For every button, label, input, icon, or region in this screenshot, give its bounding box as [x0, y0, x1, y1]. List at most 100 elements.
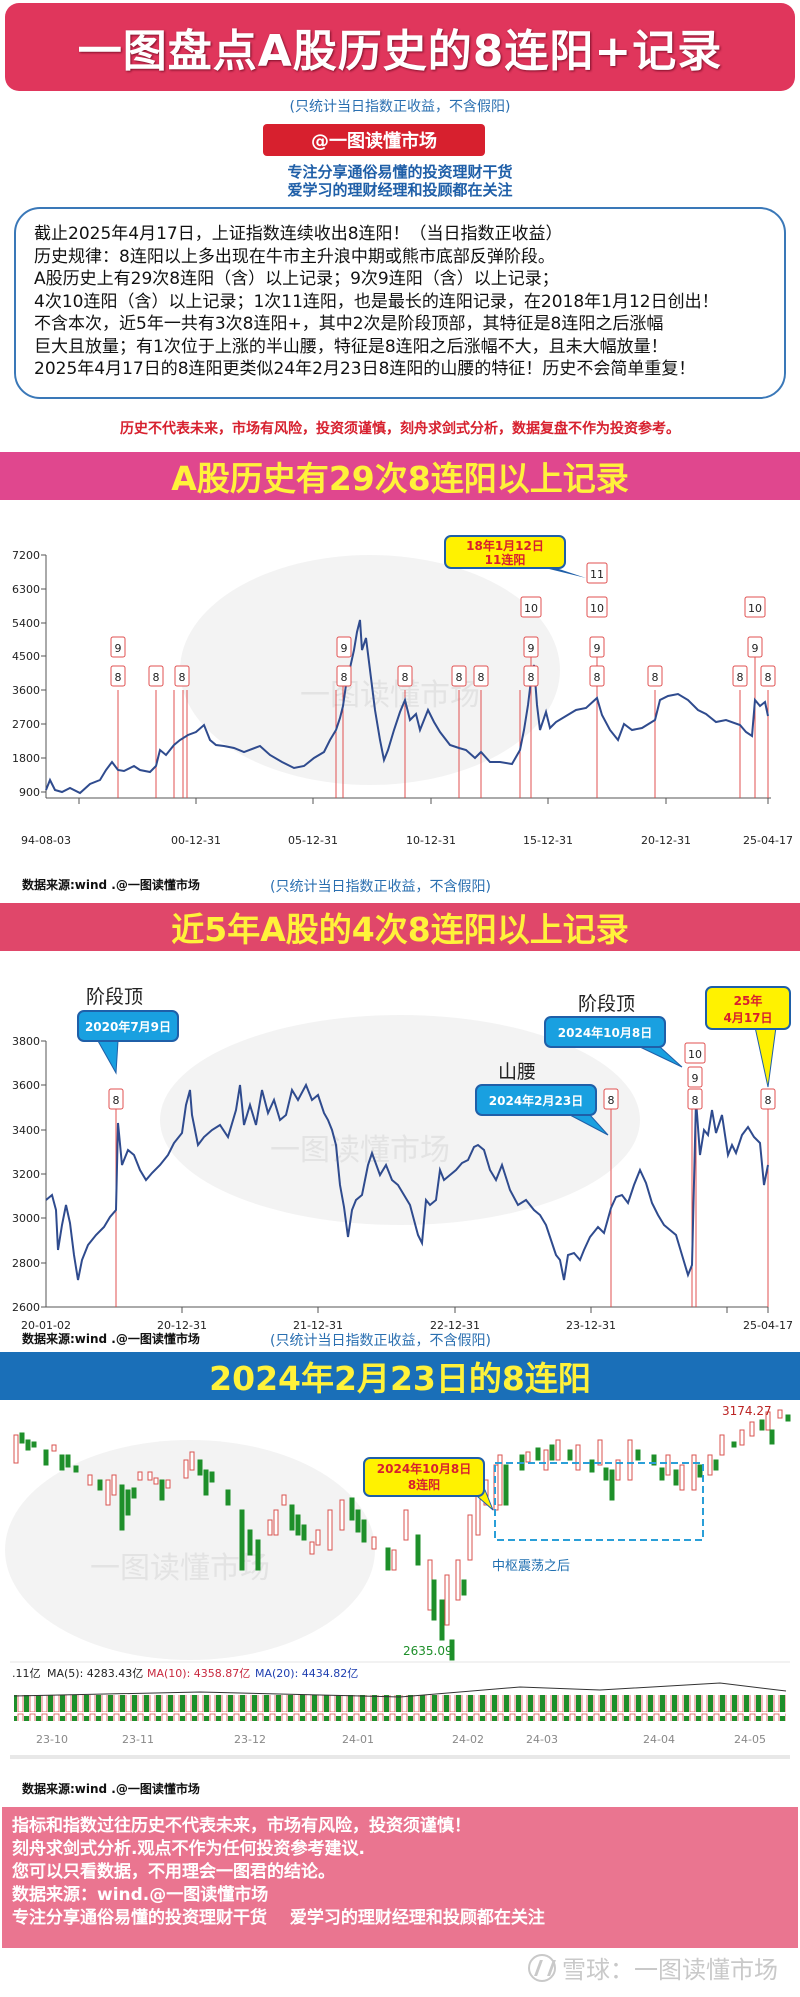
svg-text:20-12-31: 20-12-31 — [641, 834, 691, 847]
summary-line: 截止2025年4月17日，上证指数连续收出8连阳！（当日指数正收益） — [34, 224, 563, 244]
volume-ma20: MA(20): 4434.82亿 — [255, 1667, 358, 1680]
watermark: 一图读懂市场 — [300, 678, 480, 713]
svg-text:2024年10月8日: 2024年10月8日 — [558, 1025, 652, 1040]
svg-text:3600: 3600 — [12, 684, 40, 697]
svg-text:7200: 7200 — [12, 549, 40, 562]
svg-text:1800: 1800 — [12, 752, 40, 765]
section2-banner: 近5年A股的4次8连阳以上记录 — [0, 903, 800, 951]
low-label: 2635.09 — [403, 1644, 453, 1658]
volume-ma10: MA(10): 4358.87亿 — [147, 1667, 250, 1680]
svg-text:15-12-31: 15-12-31 — [523, 834, 573, 847]
volume-prefix: .11亿 — [12, 1667, 41, 1680]
svg-text:2024年2月23日: 2024年2月23日 — [489, 1093, 583, 1108]
svg-text:22-12-31: 22-12-31 — [430, 1319, 480, 1332]
svg-text:11: 11 — [590, 568, 604, 581]
footer-line: 数据来源：wind.@一图读懂市场 — [12, 1885, 269, 1905]
svg-text:5400: 5400 — [12, 617, 40, 630]
svg-text:9: 9 — [341, 642, 348, 655]
svg-text:9: 9 — [528, 642, 535, 655]
risk-disclaimer: 历史不代表未来，市场有风险，投资须谨慎，刻舟求剑式分析，数据复盘不作为投资参考。 — [120, 421, 680, 437]
svg-text:8: 8 — [765, 671, 772, 684]
svg-text:24-02: 24-02 — [452, 1733, 484, 1746]
svg-text:24-01: 24-01 — [342, 1733, 374, 1746]
svg-text:3200: 3200 — [12, 1168, 40, 1181]
callout-2024-10-08 — [544, 1016, 666, 1048]
svg-text:4月17日: 4月17日 — [723, 1011, 772, 1025]
consolidation-label: 中枢震荡之后 — [492, 1559, 570, 1574]
svg-text:24-03: 24-03 — [526, 1733, 558, 1746]
svg-text:10: 10 — [524, 602, 538, 615]
section2-note: (只统计当日指数正收益，不含假阳) — [270, 1333, 491, 1349]
svg-text:9: 9 — [752, 642, 759, 655]
svg-text:24-04: 24-04 — [643, 1733, 675, 1746]
brand-badge[interactable]: @一图读懂市场 — [263, 124, 485, 156]
watermark: 一图读懂市场 — [270, 1133, 450, 1168]
history-line-chart: 一图读懂市场 7200 6300 5400 4500 3600 2700 180… — [12, 535, 793, 847]
label-stage-top-1: 阶段顶 — [86, 986, 143, 1008]
candles — [13, 1409, 791, 1661]
xueqiu-watermark: 雪球：一图读懂市场 — [528, 1950, 778, 1985]
svg-text:8: 8 — [456, 671, 463, 684]
svg-text:8: 8 — [608, 1094, 615, 1107]
record-callout — [444, 535, 566, 569]
section1-note: (只统计当日指数正收益，不含假阳) — [270, 879, 491, 895]
svg-text:94-08-03: 94-08-03 — [21, 834, 71, 847]
svg-text:05-12-31: 05-12-31 — [288, 834, 338, 847]
record-callout-line1: 18年1月12日 — [466, 538, 544, 553]
label-mid-slope: 山腰 — [498, 1061, 536, 1083]
svg-text:8连阳: 8连阳 — [408, 1477, 440, 1492]
callout-2025-04-17 — [705, 986, 791, 1030]
svg-text:8: 8 — [402, 671, 409, 684]
svg-text:8: 8 — [153, 671, 160, 684]
summary-line: 2025年4月17日的8连阳更类似24年2月23日8连阳的山腰的特征！历史不会简… — [34, 359, 696, 379]
svg-text:2600: 2600 — [12, 1301, 40, 1314]
svg-text:3400: 3400 — [12, 1124, 40, 1137]
tagline-1: 专注分享通俗易懂的投资理财干货 — [287, 163, 513, 181]
section2-title: 近5年A股的4次8连阳以上记录 — [171, 910, 629, 949]
svg-text:2024年10月8日: 2024年10月8日 — [377, 1461, 471, 1476]
summary-line: 不含本次，近5年一共有3次8连阳+，其中2次是阶段顶部，其特征是8连阳之后涨幅 — [34, 314, 664, 334]
callout-2024-02-23 — [475, 1084, 597, 1116]
svg-text:8: 8 — [528, 671, 535, 684]
svg-text:25-04-17: 25-04-17 — [743, 834, 793, 847]
svg-text:9: 9 — [594, 642, 601, 655]
section1-banner: A股历史有29次8连阳以上记录 — [0, 452, 800, 500]
summary-line: 历史规律：8连阳以上多出现在牛市主升浪中期或熊市底部反弹阶段。 — [34, 246, 555, 267]
callout-2024-10-08-streak — [363, 1457, 485, 1497]
xueqiu-logo-icon — [528, 1953, 556, 1982]
record-callout-line2: 11连阳 — [485, 552, 526, 567]
svg-text:25年: 25年 — [734, 993, 763, 1008]
svg-text:23-11: 23-11 — [122, 1733, 154, 1746]
callout-2020-07-09 — [77, 1010, 179, 1042]
svg-text:9: 9 — [692, 1072, 699, 1085]
streak-markers: 9 8 8 8 9 8 8 8 8 10 9 8 11 10 9 8 8 8 1… — [110, 562, 776, 687]
svg-text:20-12-31: 20-12-31 — [157, 1319, 207, 1332]
section1-source: 数据来源:wind .@一图读懂市场 — [22, 878, 200, 892]
svg-text:3600: 3600 — [12, 1079, 40, 1092]
svg-text:00-12-31: 00-12-31 — [171, 834, 221, 847]
footer-line: 指标和指数过往历史不代表未来，市场有风险，投资须谨慎！ — [12, 1816, 471, 1836]
svg-text:20-01-02: 20-01-02 — [21, 1319, 71, 1332]
header-subtitle: (只统计当日指数正收益，不含假阳) — [289, 99, 511, 115]
svg-text:10: 10 — [688, 1048, 702, 1061]
main-title: 一图盘点A股历史的8连阳+记录 — [77, 26, 723, 77]
volume-ma5: MA(5): 4283.43亿 — [47, 1667, 143, 1680]
tagline-2: 爱学习的理财经理和投顾都在关注 — [287, 181, 513, 199]
svg-text:23-12: 23-12 — [234, 1733, 266, 1746]
five-year-line-chart: 一图读懂市场 3800 3600 3400 3200 3000 2800 260… — [12, 986, 793, 1332]
main-title-banner: 一图盘点A股历史的8连阳+记录 — [5, 3, 795, 91]
svg-text:8: 8 — [113, 1094, 120, 1107]
svg-text:23-12-31: 23-12-31 — [566, 1319, 616, 1332]
section1-title: A股历史有29次8连阳以上记录 — [171, 459, 629, 498]
footer-line: 专注分享通俗易懂的投资理财干货 爱学习的理财经理和投顾都在关注 — [12, 1908, 545, 1928]
svg-text:21-12-31: 21-12-31 — [293, 1319, 343, 1332]
svg-text:3800: 3800 — [12, 1035, 40, 1048]
svg-text:8: 8 — [341, 671, 348, 684]
footer-line: 刻舟求剑式分析.观点不作为任何投资参考建议. — [12, 1839, 365, 1859]
summary-line: 巨大且放量；有1次位于上涨的半山腰，特征是8连阳之后涨幅不大，且未大幅放量！ — [34, 336, 668, 357]
svg-text:900: 900 — [19, 786, 40, 799]
svg-text:2020年7月9日: 2020年7月9日 — [85, 1019, 171, 1034]
svg-text:3000: 3000 — [12, 1212, 40, 1225]
label-stage-top-2: 阶段顶 — [578, 993, 635, 1015]
section3-banner: 2024年2月23日的8连阳 — [0, 1352, 800, 1400]
